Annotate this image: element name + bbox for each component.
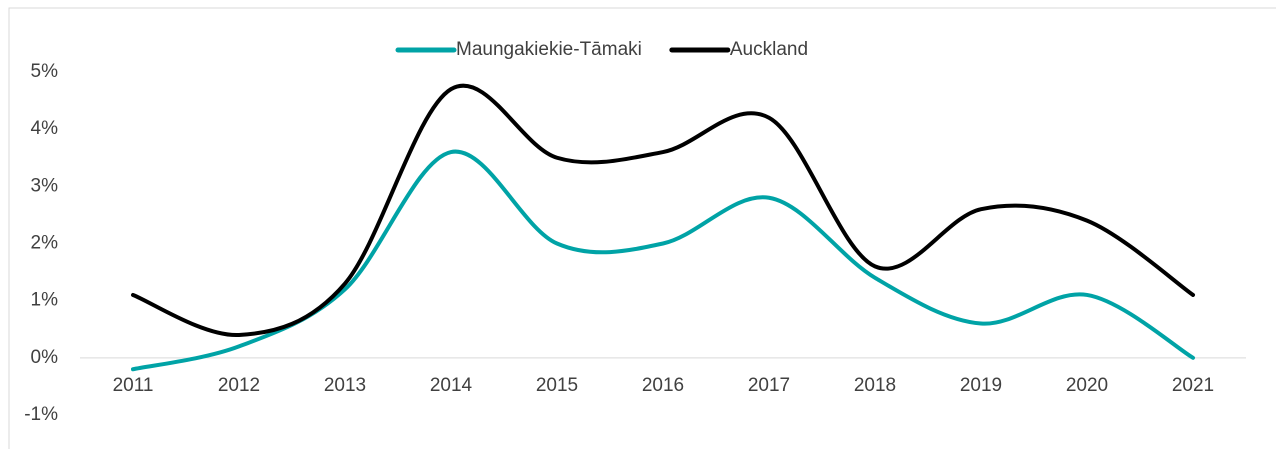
x-tick-label: 2016	[642, 375, 684, 396]
y-tick-label: 2%	[31, 233, 59, 254]
x-tick-label: 2019	[960, 375, 1002, 396]
legend-label: Maungakiekie-Tāmaki	[456, 39, 642, 60]
x-tick-label: 2017	[748, 375, 790, 396]
y-tick-label: 3%	[31, 175, 59, 196]
chart-frame	[8, 7, 1276, 449]
x-tick-label: 2013	[324, 375, 366, 396]
x-tick-label: 2011	[113, 375, 154, 396]
x-tick-label: 2015	[536, 375, 578, 396]
x-tick-label: 2012	[218, 375, 260, 396]
y-tick-label: 5%	[31, 61, 59, 82]
y-tick-label: 4%	[31, 118, 59, 139]
series-line	[131, 149, 1195, 372]
y-tick-label: 1%	[31, 290, 59, 311]
x-tick-label: 2014	[430, 375, 473, 396]
series-line	[131, 83, 1195, 337]
x-tick-label: 2021	[1172, 375, 1214, 396]
x-tick-label: 2018	[854, 375, 896, 396]
x-tick-label: 2020	[1066, 375, 1108, 396]
legend-label: Auckland	[730, 39, 808, 60]
y-tick-label: -1%	[24, 404, 58, 425]
y-tick-label: 0%	[31, 347, 59, 368]
